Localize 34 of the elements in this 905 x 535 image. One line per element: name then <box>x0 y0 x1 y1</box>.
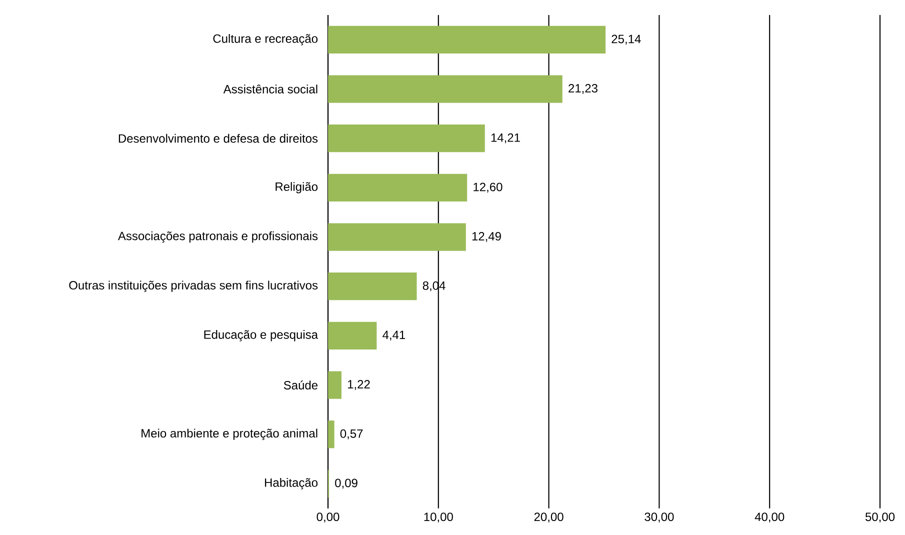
bar <box>328 174 468 202</box>
data-label: 0,09 <box>335 478 358 489</box>
y-tick-label: Cultura e recreação <box>213 34 318 46</box>
data-label: 14,21 <box>491 133 520 144</box>
data-label: 12,49 <box>472 232 501 242</box>
y-tick-label: Desenvolvimento e defesa de direitos <box>118 134 318 143</box>
x-tick-label: 40,00 <box>754 512 784 523</box>
y-tick-label: Religião <box>276 182 318 194</box>
x-tick-label: 50,00 <box>865 512 895 523</box>
bar <box>328 322 377 350</box>
data-label: 21,23 <box>568 84 598 94</box>
y-tick-label: Associações patronais e profissionais <box>118 231 318 243</box>
bar <box>328 371 342 399</box>
x-tick-label: 20,00 <box>534 512 564 523</box>
x-tick-label: 10,00 <box>424 512 453 523</box>
y-tick-label: Habitação <box>264 478 318 490</box>
bar <box>328 223 466 251</box>
x-tick-label: 30,00 <box>644 512 674 523</box>
bar <box>328 124 485 152</box>
data-label: 25,14 <box>612 34 641 45</box>
bar <box>328 272 417 300</box>
y-tick-label: Meio ambiente e proteção animal <box>142 428 318 440</box>
y-tick-label: Educação e pesquisa <box>204 330 318 342</box>
y-tick-label: Assistência social <box>223 84 318 94</box>
bar <box>328 26 606 54</box>
y-tick-label: Saúde <box>284 380 318 390</box>
bar <box>328 75 562 103</box>
bar <box>328 420 334 448</box>
data-label: 12,60 <box>474 182 502 193</box>
data-label: 0,57 <box>340 429 363 440</box>
data-label: 4,41 <box>382 330 406 341</box>
y-tick-label: Outras instituições privadas sem fins lucrativos <box>69 280 318 292</box>
data-label: 1,22 <box>348 380 370 390</box>
x-tick-label: 0,00 <box>316 512 340 523</box>
